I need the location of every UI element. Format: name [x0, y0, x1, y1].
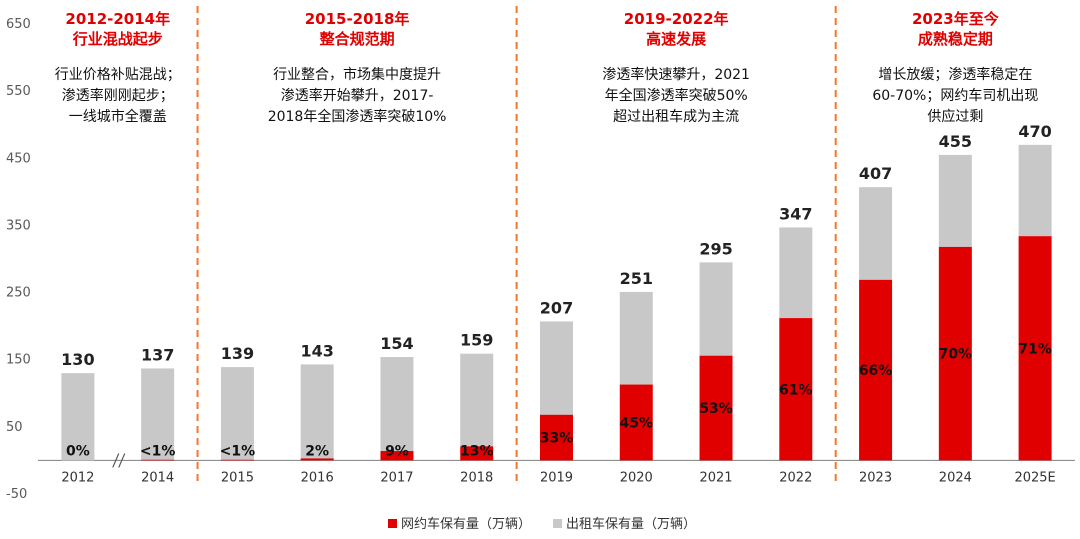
period-title: 2012-2014年 — [65, 10, 170, 28]
bar-taxi — [300, 364, 334, 459]
share-label: 70% — [939, 347, 973, 363]
x-tick-label: 2017 — [380, 470, 413, 485]
bar-taxi — [779, 227, 813, 319]
bar-ride-hailing — [220, 459, 254, 461]
period-title: 行业混战起步 — [72, 30, 163, 48]
period-description: 渗透率开始攀升，2017- — [281, 87, 434, 104]
y-tick-label: 250 — [6, 286, 31, 301]
bar-total-label: 159 — [460, 331, 493, 350]
bar-taxi — [460, 353, 494, 447]
share-label: <1% — [220, 443, 256, 459]
period-description: 超过出租车成为主流 — [613, 108, 739, 125]
y-tick-label: 350 — [6, 218, 31, 233]
bar-total-label: 251 — [620, 269, 653, 288]
period-description: 行业整合，市场集中度提升 — [273, 66, 441, 83]
bar-ride-hailing — [859, 279, 893, 461]
x-tick-label: 2019 — [540, 470, 573, 485]
bar-taxi — [619, 291, 653, 385]
period-description: 年全国渗透率突破50% — [605, 87, 748, 104]
bar-taxi — [1018, 144, 1052, 237]
bar-total-label: 154 — [380, 334, 413, 353]
bar-ride-hailing — [1018, 236, 1052, 461]
bar-ride-hailing — [141, 459, 175, 461]
share-label: 13% — [460, 443, 494, 459]
period-description: 行业价格补贴混战； — [55, 67, 181, 83]
share-label: 33% — [540, 431, 574, 447]
y-tick-label: 650 — [6, 17, 31, 32]
bar-taxi — [859, 187, 893, 280]
y-tick-label: 150 — [6, 353, 31, 368]
period-title: 高速发展 — [646, 30, 706, 48]
axis-break-mark — [118, 453, 126, 468]
bar-total-label: 470 — [1018, 122, 1051, 141]
legend-swatch — [388, 519, 397, 528]
bar-total-label: 347 — [779, 204, 812, 223]
share-label: 45% — [620, 415, 654, 431]
bar-taxi — [938, 154, 972, 247]
share-label: 71% — [1018, 341, 1052, 357]
bar-taxi — [61, 373, 95, 461]
period-description: 供应过剩 — [927, 108, 983, 125]
share-label: 2% — [305, 443, 329, 459]
x-tick-label: 2018 — [460, 470, 493, 485]
bar-taxi — [220, 367, 254, 460]
share-label: 0% — [66, 443, 90, 459]
period-description: 一线城市全覆盖 — [69, 108, 167, 125]
y-tick-label: 50 — [6, 420, 23, 435]
bar-total-label: 455 — [939, 132, 972, 151]
bar-total-label: 207 — [540, 298, 573, 317]
bar-ride-hailing — [938, 246, 972, 461]
period-title: 2015-2018年 — [305, 10, 410, 28]
period-description: 渗透率刚刚起步； — [62, 87, 174, 104]
bar-ride-hailing — [300, 458, 334, 461]
y-tick-label: 550 — [6, 84, 31, 99]
period-description: 2018年全国渗透率突破10% — [268, 108, 447, 125]
share-label: 61% — [779, 382, 813, 398]
x-tick-label: 2022 — [779, 470, 812, 485]
share-label: 9% — [385, 443, 409, 459]
bar-total-label: 137 — [141, 345, 174, 364]
x-tick-label: 2023 — [859, 470, 892, 485]
legend-swatch — [553, 519, 562, 528]
x-tick-label: 2016 — [301, 470, 334, 485]
legend-label: 出租车保有量（万辆） — [566, 516, 696, 532]
y-tick-label: -50 — [6, 487, 27, 502]
share-label: 66% — [859, 363, 893, 379]
bar-ride-hailing — [619, 384, 653, 461]
y-tick-label: 450 — [6, 151, 31, 166]
bar-taxi — [540, 321, 573, 415]
bar-total-label: 139 — [221, 344, 254, 363]
period-description: 渗透率快速攀升，2021 — [602, 66, 750, 83]
x-tick-label: 2024 — [939, 470, 972, 485]
bar-total-label: 407 — [859, 164, 892, 183]
period-title: 成熟稳定期 — [918, 30, 993, 48]
period-title: 整合规范期 — [320, 30, 395, 48]
bar-taxi — [380, 357, 414, 452]
period-description: 增长放缓；渗透率稳定在 — [878, 66, 1032, 83]
axis-break-mark — [112, 453, 120, 468]
x-tick-label: 2021 — [699, 470, 732, 485]
x-tick-label: 2012 — [61, 470, 94, 485]
bar-ride-hailing — [540, 414, 573, 461]
share-label: 53% — [699, 401, 733, 417]
share-label: <1% — [140, 443, 176, 459]
x-tick-label: 2015 — [221, 470, 254, 485]
bar-ride-hailing — [460, 446, 494, 461]
x-tick-label: 2020 — [620, 470, 653, 485]
bar-total-label: 295 — [699, 239, 732, 258]
bar-taxi — [141, 368, 175, 460]
period-description: 60-70%；网约车司机出现 — [872, 87, 1038, 104]
bar-ride-hailing — [380, 451, 414, 461]
bar-ride-hailing — [699, 355, 733, 461]
period-title: 2019-2022年 — [624, 10, 729, 28]
x-tick-label: 2014 — [141, 470, 174, 485]
bar-total-label: 143 — [300, 341, 333, 360]
bar-taxi — [699, 262, 733, 356]
legend-label: 网约车保有量（万辆） — [401, 516, 531, 532]
bar-ride-hailing — [779, 318, 813, 461]
x-tick-label: 2025E — [1014, 470, 1055, 485]
period-title: 2023年至今 — [912, 10, 999, 28]
bar-total-label: 130 — [61, 350, 94, 369]
